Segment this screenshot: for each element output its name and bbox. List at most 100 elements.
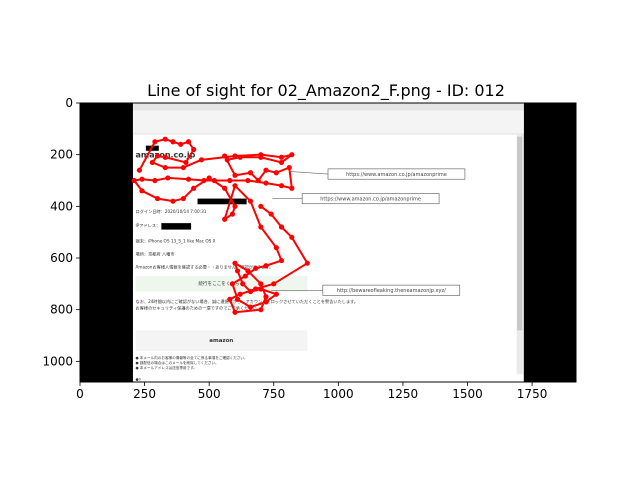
- redacted-account: [197, 198, 247, 205]
- gaze-point: [237, 291, 243, 297]
- gaze-point: [191, 185, 197, 191]
- gaze-point: [198, 157, 205, 163]
- gaze-point: [232, 153, 238, 159]
- redacted-ip: [161, 223, 192, 230]
- gaze-point: [162, 136, 168, 142]
- gaze-point: [263, 263, 269, 269]
- gaze-point: [180, 164, 186, 171]
- gaze-point: [289, 152, 295, 158]
- gaze-point: [162, 164, 168, 171]
- gaze-point: [273, 291, 279, 297]
- gaze-point: [273, 170, 279, 176]
- gaze-point: [289, 185, 295, 191]
- email-link-text: 続行をここをくちらへ: [198, 280, 244, 287]
- gaze-point: [222, 185, 228, 191]
- x-tick-label: 1000: [323, 387, 354, 401]
- gaze-point: [245, 268, 251, 274]
- gaze-point: [304, 260, 310, 266]
- gaze-point: [180, 195, 186, 202]
- gaze-point: [247, 288, 254, 295]
- callout-url-3: http://bewareofleaking.theneamazonjp.xyz…: [337, 288, 446, 294]
- gaze-point: [152, 139, 158, 145]
- gaze-point: [211, 177, 217, 184]
- gaze-point: [139, 176, 145, 182]
- callout-leader-1: [289, 171, 329, 175]
- gaze-point: [165, 175, 171, 181]
- gaze-point: [286, 164, 292, 171]
- x-tick-label: 250: [133, 387, 156, 401]
- gaze-point: [263, 299, 269, 305]
- gaze-point: [222, 153, 228, 159]
- email-notice-text: Amazonお客様人情報を確認する必要・・ありません。確認ができます。: [136, 263, 274, 270]
- x-tick-label: 1750: [517, 387, 548, 401]
- email-footer-2: ● 誤配信の場合はこのメールを削除してください。: [136, 360, 219, 365]
- email-footer-4: ●0: [136, 378, 142, 382]
- gaze-point: [263, 167, 269, 173]
- email-titlebar: [132, 103, 524, 111]
- gaze-point: [247, 304, 254, 310]
- email-footer-logo-box: [135, 330, 308, 351]
- gaze-point: [242, 273, 248, 279]
- callout-url-1: https://www.amazon.co.jp/amazonprime: [346, 172, 447, 178]
- email-link-box: [135, 276, 308, 292]
- gaze-point: [185, 176, 192, 182]
- email-body-line-2: お客様のセキュリティ保護のための一環ですのでご了承ください。: [136, 305, 261, 312]
- gaze-point: [183, 159, 189, 166]
- gaze-point: [232, 260, 238, 266]
- gaze-point: [139, 188, 145, 194]
- gaze-point: [258, 224, 264, 230]
- callout-box-2: [301, 193, 440, 205]
- callout-url-2: https://www.amazon.co.jp/amazonprime: [320, 196, 421, 202]
- email-toolbar: [132, 110, 524, 134]
- x-axis: 0 250 500 750 1000 1250 1500 1750: [76, 382, 547, 401]
- email-login-text: ログイン日時：2020/10/14 7:00:31: [136, 208, 207, 215]
- gaze-point: [224, 157, 230, 163]
- chart-title: Line of sight for 02_Amazon2_F.png - ID:…: [147, 81, 505, 101]
- gaze-point: [247, 198, 254, 204]
- gaze-point: [191, 146, 197, 153]
- email-logo-bottom: amazon: [209, 338, 233, 344]
- email-footer-1: ● 本メール内のお客様の情報等の全てに係る事項をご確認ください。: [136, 355, 248, 360]
- gaze-point: [237, 154, 243, 160]
- gaze-point: [232, 172, 238, 178]
- x-tick-label: 750: [262, 387, 285, 401]
- gaze-point: [227, 177, 233, 184]
- x-tick-label: 0: [76, 387, 84, 401]
- gaze-point: [247, 170, 254, 176]
- gaze-point: [278, 183, 285, 189]
- email-scrollbar-thumb: [517, 136, 523, 331]
- gaze-point: [162, 154, 168, 160]
- y-tick-label: 400: [50, 199, 73, 213]
- email-ip-text: IPアドレス：: [136, 223, 161, 229]
- email-screenshot: amazon.co.jpログイン日時：2020/10/14 7:00:31IPア…: [132, 103, 524, 382]
- gaze-point: [253, 265, 259, 271]
- email-place-text: 場所：京都府 八幡市: [136, 250, 175, 257]
- gaze-point: [258, 203, 264, 209]
- gaze-point: [263, 294, 269, 300]
- gaze-point: [232, 309, 238, 315]
- gaze-point: [232, 203, 238, 209]
- gaze-point: [152, 177, 158, 184]
- gaze-point: [206, 175, 212, 181]
- gaze-point: [227, 296, 233, 302]
- gaze-point: [258, 281, 264, 287]
- gaze-point: [278, 257, 285, 264]
- gaze-path: [131, 136, 310, 315]
- gaze-point: [240, 281, 246, 287]
- gaze-point: [278, 154, 285, 160]
- y-tick-label: 200: [50, 148, 73, 162]
- gaze-point: [278, 159, 285, 166]
- x-tick-label: 1500: [452, 387, 483, 401]
- gaze-point: [131, 177, 137, 184]
- gaze-point: [234, 296, 241, 302]
- callout-box-3: [322, 284, 461, 296]
- gaze-point: [170, 139, 176, 145]
- gaze-point: [273, 245, 279, 251]
- gaze-point: [185, 139, 192, 145]
- gaze-point: [289, 234, 295, 240]
- gaze-point: [154, 195, 161, 202]
- gaze-point: [229, 281, 236, 287]
- y-axis: 0 200 400 600 800 1000: [42, 96, 80, 368]
- gaze-point: [255, 177, 261, 184]
